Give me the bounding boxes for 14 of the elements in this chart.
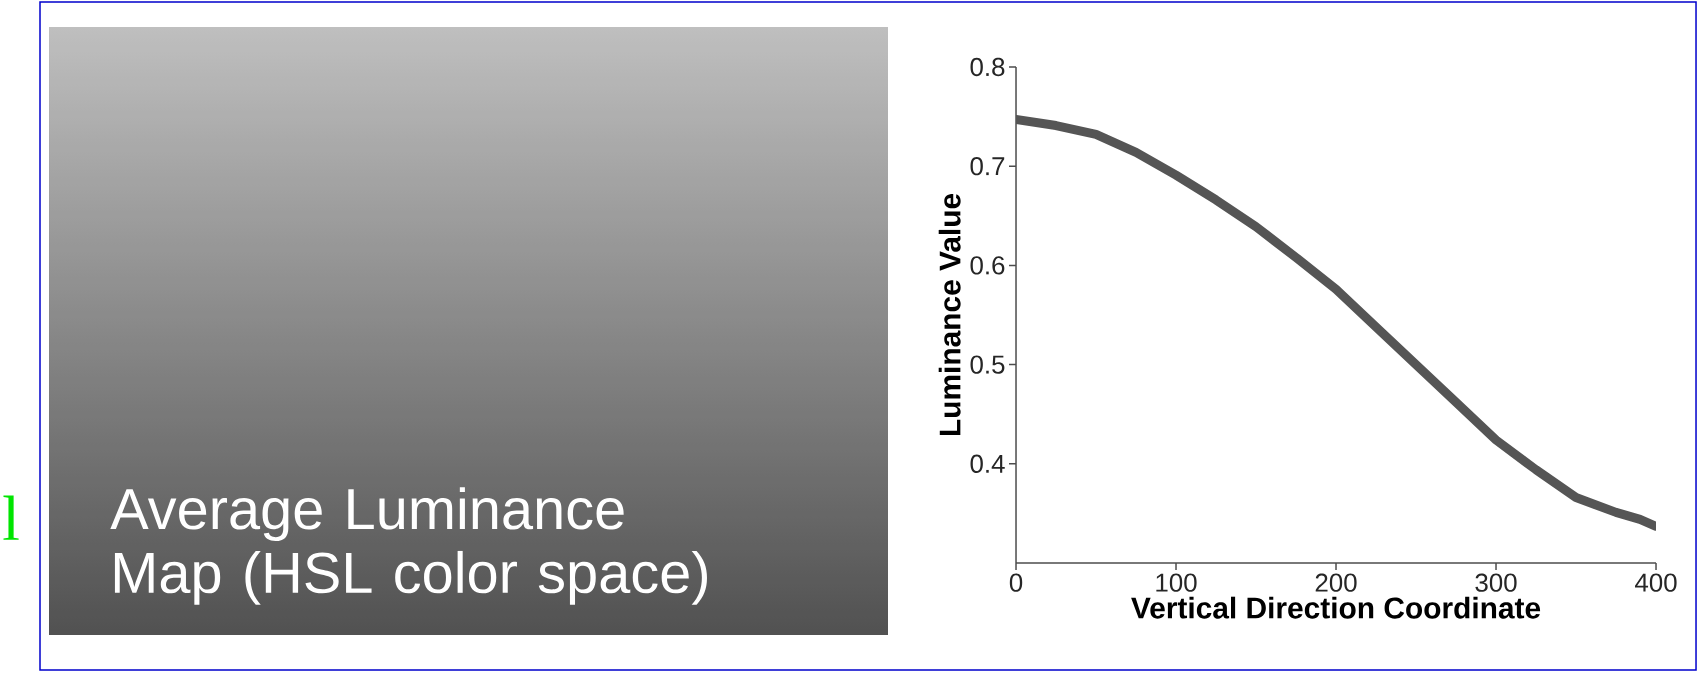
x-tick-label: 100	[1156, 573, 1197, 592]
y-tick-label: 0.7	[970, 157, 1005, 176]
text: Average Luminance Map (HSL color space)	[110, 487, 707, 605]
y-axis-title: Luminance Value	[938, 193, 961, 436]
x-tick-label: 400	[1635, 573, 1677, 592]
x-tick-label: 0	[1009, 573, 1023, 592]
x-tick-label: 200	[1315, 573, 1357, 592]
y-tick-label: 0.8	[970, 57, 1005, 77]
text: l	[3, 495, 19, 540]
y-tick-label: 0.5	[970, 355, 1005, 374]
y-tick-label: 0.6	[970, 256, 1005, 275]
x-axis-title: Vertical Direction Coordinate	[1131, 596, 1541, 619]
y-tick-label: 0.4	[970, 454, 1005, 473]
x-tick-label: 300	[1475, 573, 1517, 592]
